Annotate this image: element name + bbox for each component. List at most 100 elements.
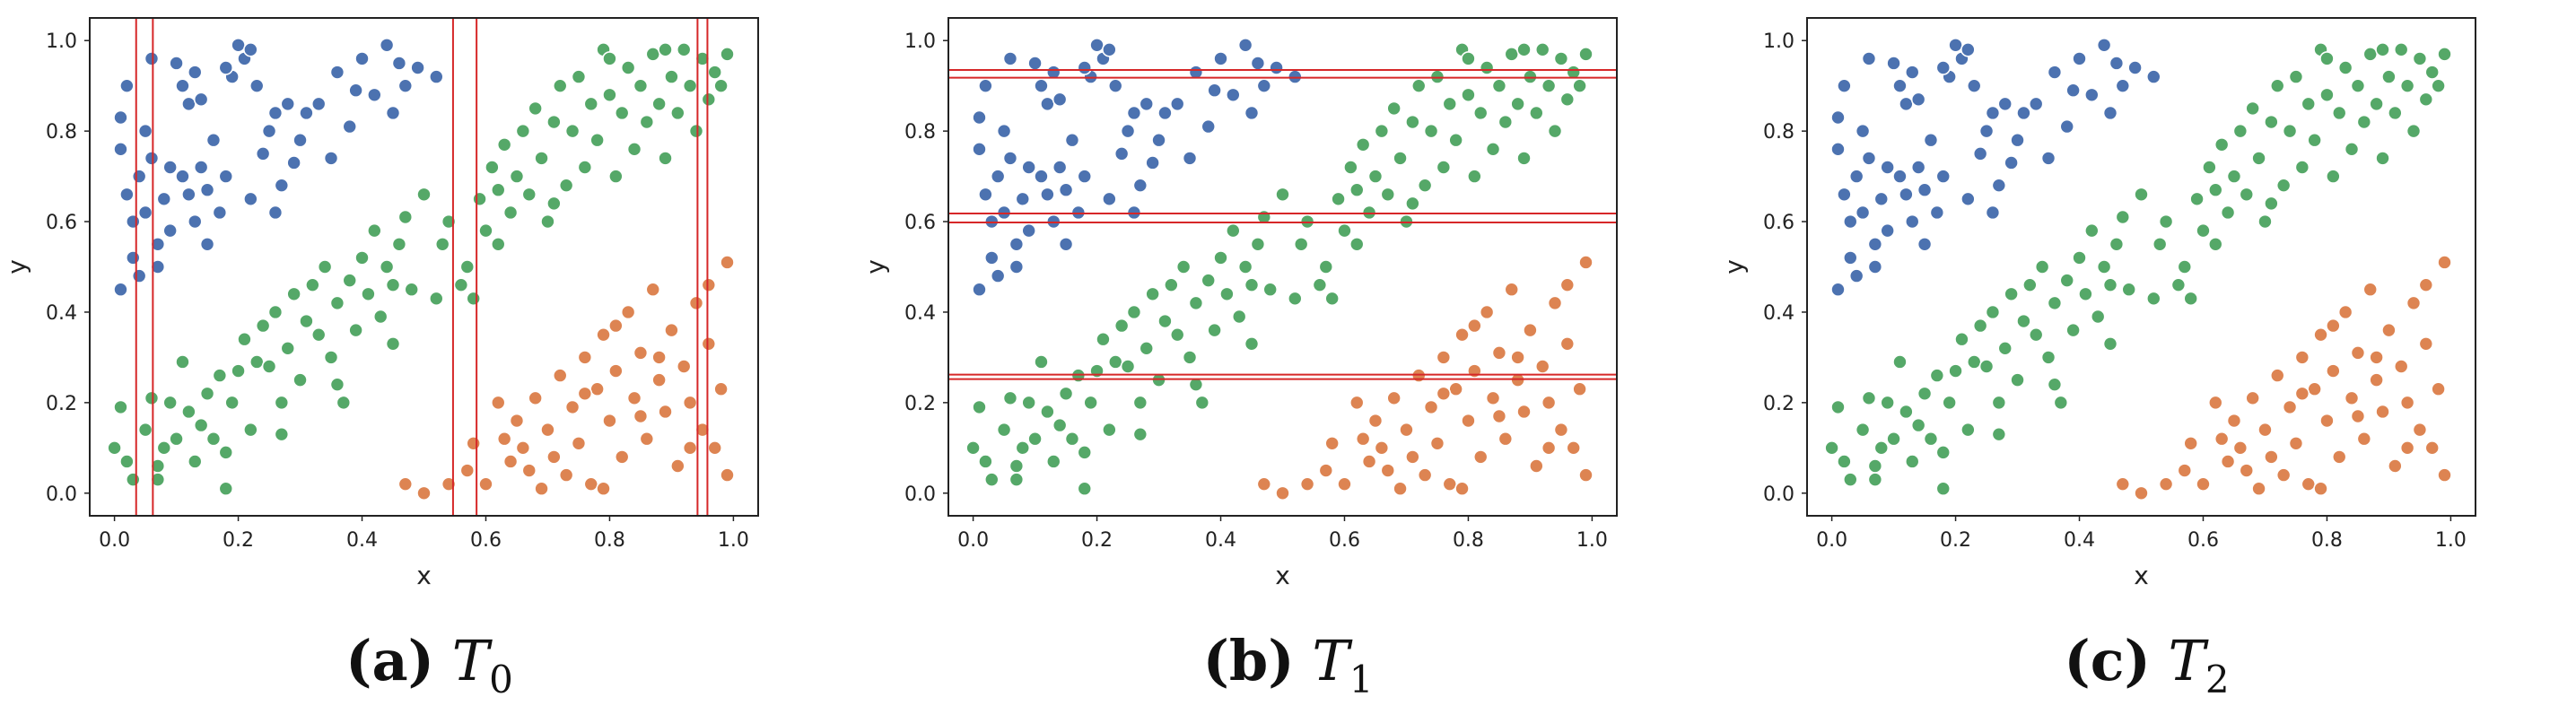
- point-green-90: [1553, 51, 1569, 66]
- point-orange-14: [1399, 422, 1414, 438]
- point-green-23: [1113, 318, 1130, 334]
- panel-a: 0.0 0.2 0.4 0.6 0.8 1.0 0.0 0.2 0.4 0.6 0.8 1.0 x y (…: [0, 0, 859, 723]
- point-blue-24: [193, 91, 209, 108]
- point-orange-7: [1355, 431, 1371, 447]
- point-green-40: [1219, 286, 1235, 302]
- point-green-103: [1461, 51, 1476, 66]
- point-blue-49: [1256, 78, 1272, 93]
- point-green-67: [552, 78, 568, 93]
- point-green-36: [2053, 395, 2069, 411]
- point-green-68: [2275, 178, 2292, 193]
- point-green-39: [1213, 250, 1228, 266]
- point-blue-26: [212, 205, 228, 221]
- y-tick-label: 0.2: [1763, 393, 1794, 415]
- point-green-35: [1188, 295, 1204, 311]
- point-green-50: [1299, 213, 1315, 230]
- point-orange-13: [2251, 481, 2266, 497]
- point-orange-15: [546, 449, 562, 465]
- point-orange-22: [589, 381, 605, 397]
- point-green-79: [626, 142, 642, 157]
- point-green-50: [2158, 213, 2174, 230]
- point-green-62: [1380, 187, 1396, 203]
- point-green-66: [2264, 114, 2279, 130]
- point-green-38: [348, 322, 363, 338]
- point-blue-4: [1842, 213, 1858, 230]
- point-orange-10: [515, 440, 531, 456]
- point-orange-13: [1393, 481, 1408, 497]
- point-green-81: [2356, 114, 2372, 130]
- plot-frame: [947, 17, 1618, 517]
- point-orange-1: [416, 485, 432, 501]
- point-blue-29: [231, 37, 246, 53]
- point-blue-16: [175, 78, 190, 93]
- point-blue-59: [1935, 60, 1952, 75]
- point-orange-37: [1541, 395, 1557, 411]
- point-green-103: [2319, 51, 2335, 66]
- point-orange-48: [577, 386, 593, 402]
- caption-c: (c) T2: [1717, 628, 2576, 701]
- point-green-51: [453, 277, 469, 292]
- point-orange-25: [608, 363, 624, 379]
- point-green-29: [293, 372, 308, 388]
- scatter-plot-b: 0.0 0.2 0.4 0.6 0.8 1.0 0.0 0.2 0.4 0.6 0.8 1.0 x y: [860, 17, 1618, 590]
- point-green-71: [1436, 160, 1452, 175]
- point-blue-59: [218, 60, 234, 75]
- point-green-79: [1485, 142, 1501, 157]
- point-blue-16: [1034, 78, 1049, 93]
- point-green-26: [274, 395, 290, 411]
- point-orange-40: [2418, 335, 2434, 352]
- point-green-64: [2251, 151, 2266, 166]
- y-tick-label: 0.6: [1763, 212, 1794, 234]
- point-green-100: [434, 236, 450, 252]
- point-blue-1: [119, 78, 135, 93]
- y-tick-label: 0.6: [904, 212, 936, 234]
- point-green-99: [385, 277, 401, 292]
- point-blue-7: [1855, 205, 1871, 221]
- x-tick-label: 0.0: [1816, 529, 1847, 552]
- point-orange-0: [397, 476, 414, 492]
- point-orange-44: [2437, 467, 2452, 483]
- point-blue-19: [1034, 169, 1049, 184]
- point-green-67: [1410, 78, 1427, 93]
- point-orange-27: [2337, 304, 2353, 320]
- point-blue-27: [218, 169, 234, 184]
- point-green-36: [336, 395, 352, 411]
- point-orange-17: [2275, 467, 2292, 483]
- point-green-88: [2399, 78, 2415, 93]
- y-tick-label: 1.0: [1763, 30, 1794, 53]
- point-green-56: [2202, 160, 2217, 175]
- point-blue-36: [1126, 105, 1142, 121]
- point-orange-40: [701, 335, 717, 352]
- point-orange-2: [441, 476, 457, 492]
- point-green-71: [577, 160, 593, 175]
- point-orange-39: [1553, 422, 1569, 438]
- point-orange-42: [713, 381, 729, 397]
- point-orange-35: [2388, 458, 2403, 474]
- point-green-66: [546, 114, 562, 130]
- point-green-19: [1948, 363, 1963, 379]
- point-blue-56: [1002, 151, 1018, 166]
- point-blue-25: [205, 132, 222, 148]
- point-blue-18: [1045, 65, 1061, 80]
- point-orange-5: [478, 476, 493, 492]
- point-green-90: [694, 51, 711, 66]
- point-green-6: [1009, 458, 1025, 474]
- point-orange-19: [571, 435, 587, 451]
- point-green-48: [416, 187, 432, 203]
- point-blue-13: [1009, 259, 1025, 274]
- point-blue-18: [187, 65, 203, 80]
- point-green-101: [1349, 182, 1365, 198]
- point-blue-42: [2040, 151, 2056, 166]
- point-green-13: [1052, 417, 1068, 433]
- point-orange-47: [1541, 440, 1557, 456]
- point-blue-50: [410, 60, 425, 75]
- point-green-86: [1529, 105, 1544, 121]
- caption-symbol: T: [2168, 628, 2205, 693]
- point-orange-20: [2294, 350, 2310, 365]
- caption-subscript: 0: [489, 658, 513, 701]
- point-green-59: [1361, 205, 1377, 221]
- point-green-48: [1275, 187, 1290, 203]
- point-blue-8: [1842, 250, 1858, 266]
- point-green-84: [1516, 151, 1532, 166]
- point-orange-4: [466, 435, 481, 451]
